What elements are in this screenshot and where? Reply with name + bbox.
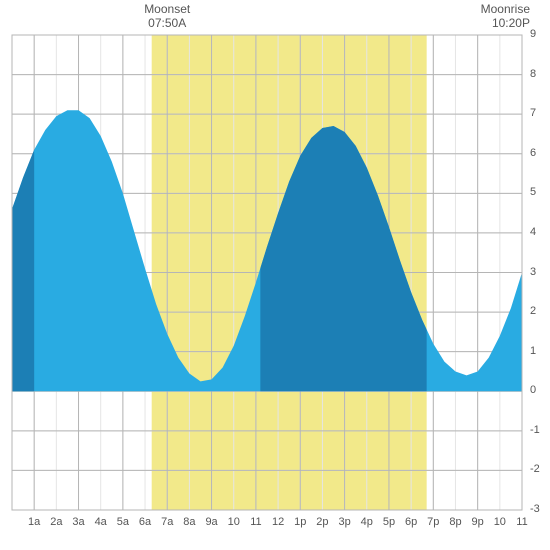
x-tick-label: 9p	[468, 516, 488, 528]
y-tick-label: 2	[530, 305, 536, 317]
x-tick-label: 8p	[445, 516, 465, 528]
x-tick-label: 1a	[24, 516, 44, 528]
x-tick-label: 12	[268, 516, 288, 528]
y-tick-label: 7	[530, 107, 536, 119]
x-tick-label: 10	[224, 516, 244, 528]
y-tick-label: 4	[530, 226, 536, 238]
tide-chart	[0, 0, 550, 550]
y-tick-label: 3	[530, 266, 536, 278]
x-tick-label: 7p	[423, 516, 443, 528]
x-tick-label: 11	[246, 516, 266, 528]
x-tick-label: 11	[512, 516, 532, 528]
y-tick-label: 1	[530, 345, 536, 357]
x-tick-label: 2p	[312, 516, 332, 528]
y-tick-label: 9	[530, 28, 536, 40]
y-tick-label: -2	[530, 463, 540, 475]
x-tick-label: 10	[490, 516, 510, 528]
x-tick-label: 1p	[290, 516, 310, 528]
x-tick-label: 6a	[135, 516, 155, 528]
moonset-time: 07:50A	[148, 16, 186, 30]
x-tick-label: 7a	[157, 516, 177, 528]
x-tick-label: 4p	[357, 516, 377, 528]
y-tick-label: 0	[530, 384, 536, 396]
x-tick-label: 4a	[91, 516, 111, 528]
x-tick-label: 6p	[401, 516, 421, 528]
x-tick-label: 5a	[113, 516, 133, 528]
tide-chart-container: Moonset 07:50A Moonrise 10:20P 1a2a3a4a5…	[0, 0, 550, 550]
x-tick-label: 9a	[202, 516, 222, 528]
y-tick-label: -1	[530, 424, 540, 436]
moonset-title: Moonset	[144, 2, 190, 16]
moonrise-label: Moonrise 10:20P	[470, 2, 530, 31]
x-tick-label: 2a	[46, 516, 66, 528]
x-tick-label: 3a	[69, 516, 89, 528]
y-tick-label: 6	[530, 147, 536, 159]
y-tick-label: 8	[530, 68, 536, 80]
y-tick-label: 5	[530, 186, 536, 198]
moonset-label: Moonset 07:50A	[137, 2, 197, 31]
x-tick-label: 3p	[335, 516, 355, 528]
moonrise-time: 10:20P	[492, 16, 530, 30]
y-tick-label: -3	[530, 503, 540, 515]
moonrise-title: Moonrise	[481, 2, 530, 16]
x-tick-label: 8a	[179, 516, 199, 528]
x-tick-label: 5p	[379, 516, 399, 528]
